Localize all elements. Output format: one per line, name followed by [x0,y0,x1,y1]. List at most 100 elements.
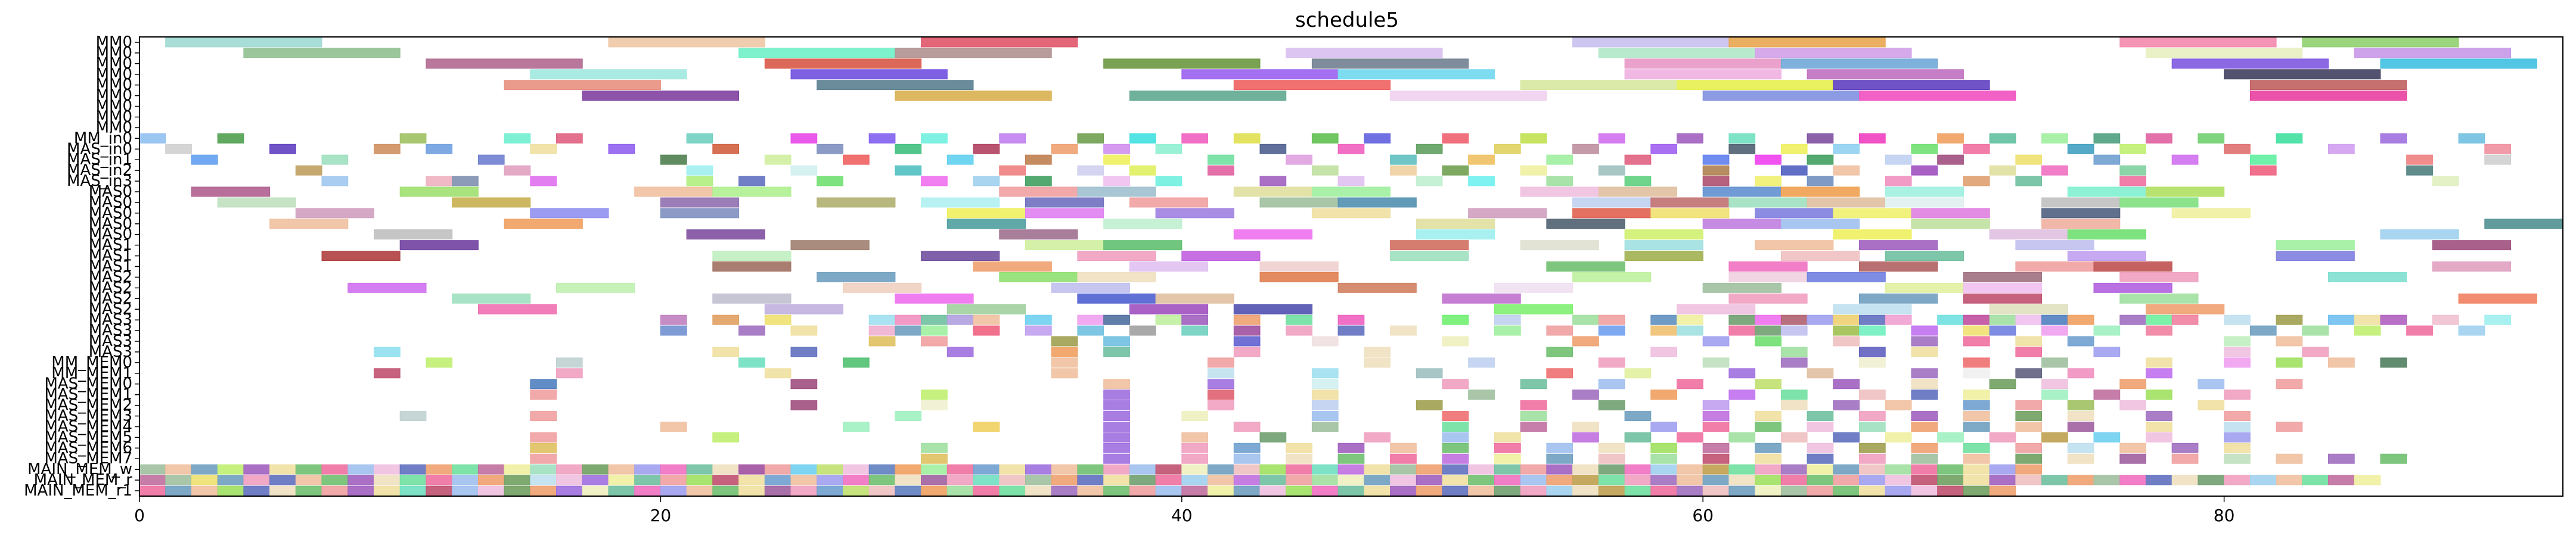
task-bar [1702,186,1782,197]
task-bar [1025,176,1052,186]
task-bar [1390,475,1417,485]
task-bar [2041,208,2121,219]
task-bar [530,144,557,154]
plot-frame [139,36,2563,497]
task-bar [2380,314,2407,325]
task-bar [1103,432,1130,443]
task-bar [2354,325,2381,336]
task-bar [946,304,1026,314]
x-tick-label: 40 [1171,506,1193,525]
task-bar [999,133,1026,144]
task-bar [374,464,401,475]
task-bar [295,485,322,496]
task-bar [1286,443,1312,453]
task-bar [1911,208,1990,219]
task-bar [1963,282,2043,293]
task-bar [2249,80,2407,91]
task-bar [1129,475,1156,485]
task-bar [1807,464,1834,475]
task-bar [504,80,661,91]
task-bar [1103,485,1130,496]
task-bar [634,475,661,485]
task-bar [452,485,479,496]
task-bar [1859,411,1886,421]
task-bar [2198,475,2225,485]
task-bar [1208,390,1234,400]
task-bar [1416,400,1443,410]
task-bar [1337,176,1365,186]
row-label: MAS0 [89,215,132,233]
task-bar [2380,229,2459,240]
task-bar [1780,485,1808,496]
task-bar [946,485,974,496]
task-bar [686,485,713,496]
task-bar [1624,485,1652,496]
task-bar [634,485,661,496]
row-label: MM0 [96,44,132,62]
task-bar [2224,475,2251,485]
task-bar [399,133,427,144]
row-label: MAS_MEM2 [44,397,132,415]
task-bar [1077,464,1104,475]
row-label: MAS_in1 [67,151,132,169]
task-bar [1155,485,1183,496]
task-bar [1129,197,1209,208]
task-bar [1963,336,1990,347]
task-bar [1390,325,1417,336]
task-bar [2432,314,2459,325]
task-bar [921,390,948,400]
task-bar [1624,464,1652,475]
task-bar [946,347,974,357]
task-bar [1442,379,1469,390]
task-bar [191,154,218,165]
task-bar [2015,475,2043,485]
task-bar [1911,144,1938,154]
task-bar [1650,197,1730,208]
task-bar [321,464,349,475]
task-bar [634,186,713,197]
task-bar [1807,272,1886,282]
task-bar [790,165,818,176]
task-bar [973,261,1052,272]
task-bar [1755,453,1782,464]
task-bar [1572,432,1599,443]
task-bar [1702,219,1782,229]
task-bar [1963,422,1990,432]
task-bar [946,464,974,475]
task-bar [1181,325,1209,336]
task-bar [1103,411,1130,421]
task-bar [973,314,1000,325]
row-label: MAS0 [89,183,132,201]
row-label: MAS_MEM1 [44,386,132,404]
task-bar [1181,453,1209,464]
task-bar [1650,314,1678,325]
task-bar [1442,475,1469,485]
task-bar [2328,357,2355,368]
task-bar [1077,251,1156,261]
task-bar [2171,314,2199,325]
task-bar [1780,144,1808,154]
task-bar [1181,432,1209,443]
task-bar [660,154,687,165]
task-bar [1520,80,1677,91]
task-bar [269,144,296,154]
task-bar [582,475,609,485]
task-bar [165,37,322,48]
task-bar [269,475,296,485]
task-bar [1807,69,1964,80]
task-bar [1624,368,1652,379]
task-bar [1233,475,1261,485]
task-bar [139,464,166,475]
task-bar [2041,379,2068,390]
task-bar [2432,240,2512,251]
task-bar [1468,464,1495,475]
task-bar [347,464,374,475]
task-bar [868,464,896,475]
task-bar [921,336,948,347]
task-bar [2041,197,2121,208]
task-bar [399,240,479,251]
task-bar [1103,58,1261,69]
task-bar [1859,347,1886,357]
task-bar [1364,432,1391,443]
task-bar [868,336,896,347]
